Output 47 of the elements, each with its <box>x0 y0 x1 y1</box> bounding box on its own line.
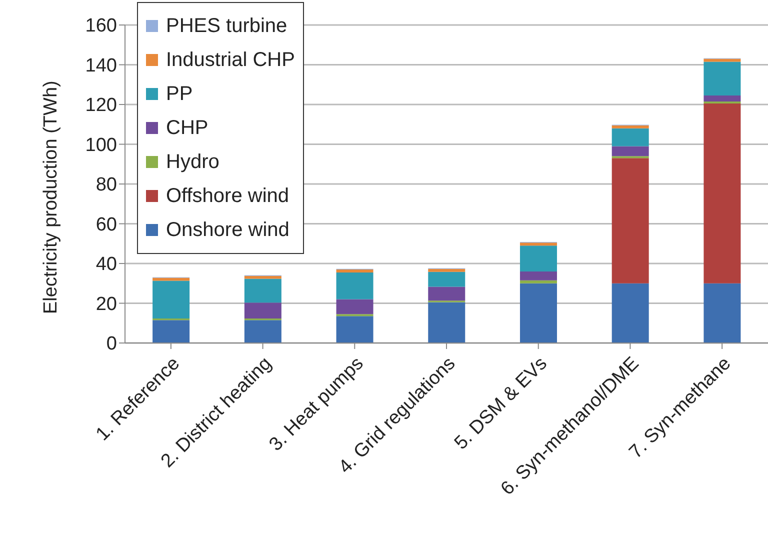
bar <box>152 278 190 281</box>
bar <box>520 242 557 246</box>
legend-label: PP <box>166 82 193 106</box>
bar <box>428 268 466 272</box>
y-tick-label: 0 <box>106 334 117 355</box>
bar <box>152 280 190 319</box>
bar <box>612 128 649 146</box>
bar <box>336 316 374 343</box>
bar <box>520 280 557 284</box>
bar <box>244 278 282 303</box>
bar <box>704 283 741 343</box>
y-tick-label: 140 <box>85 55 117 76</box>
legend-label: PHES turbine <box>166 14 288 38</box>
bar <box>612 125 649 128</box>
bar <box>520 271 557 280</box>
bar <box>428 286 466 301</box>
bar <box>336 272 374 300</box>
y-tick-label: 120 <box>85 95 117 116</box>
bar <box>336 299 374 314</box>
bar <box>336 269 374 272</box>
bar <box>704 62 741 96</box>
y-tick-label: 60 <box>96 214 117 236</box>
y-tick-label: 160 <box>85 16 117 37</box>
bar <box>520 246 557 272</box>
bar <box>428 302 466 343</box>
y-axis-title: Electricity production (TWh) <box>40 80 62 314</box>
bar <box>704 96 741 102</box>
legend-label: Industrial CHP <box>166 48 295 72</box>
y-tick-label: 80 <box>96 174 117 196</box>
legend-label: CHP <box>166 116 208 140</box>
y-tick-label: 40 <box>96 254 117 276</box>
y-tick-label: 20 <box>96 294 117 315</box>
bar <box>612 283 649 343</box>
bar <box>704 104 741 284</box>
bar <box>244 276 282 279</box>
legend-label: Offshore wind <box>166 184 290 208</box>
bar <box>244 302 282 319</box>
bar <box>244 320 282 343</box>
y-tick-label: 100 <box>85 134 117 156</box>
bar <box>704 58 741 62</box>
bar <box>520 283 557 343</box>
bar <box>428 272 466 287</box>
legend-label: Hydro <box>166 150 220 174</box>
legend-label: Onshore wind <box>166 218 290 242</box>
bar <box>152 320 190 343</box>
bar <box>612 158 649 284</box>
bar <box>612 146 649 156</box>
